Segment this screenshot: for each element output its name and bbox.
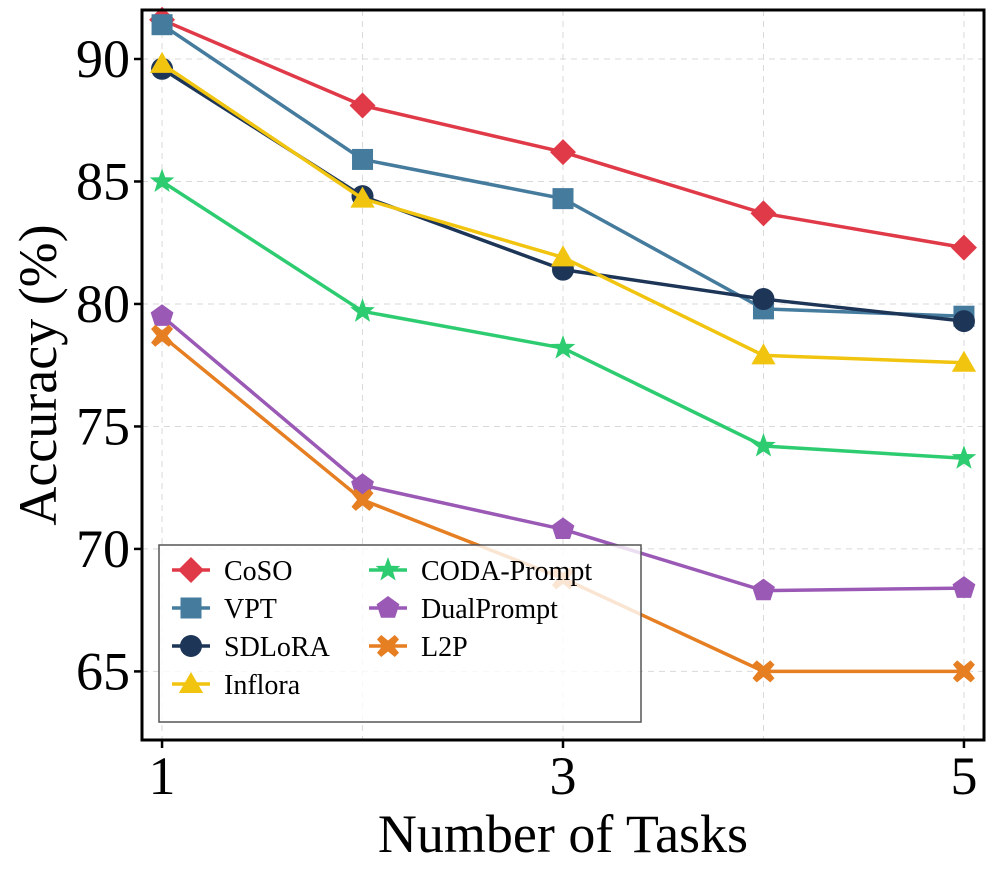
y-tick-label: 75 <box>76 396 130 456</box>
x-tick-label: 5 <box>950 746 977 806</box>
y-tick-label: 90 <box>76 29 130 89</box>
legend-label: Inflora <box>224 670 301 701</box>
data-point-coda-prompt <box>550 335 576 359</box>
legend-marker <box>178 672 204 693</box>
legend-label: VPT <box>224 594 277 625</box>
data-point-inflora <box>951 350 977 372</box>
data-point-dualprompt <box>952 576 976 598</box>
series-layer <box>149 6 977 683</box>
data-point-dualprompt <box>551 517 575 540</box>
legend-label: CODA-Prompt <box>421 556 592 587</box>
data-point-inflora <box>751 343 776 365</box>
x-tick-label: 1 <box>149 746 176 806</box>
legend-item-inflora: Inflora <box>172 670 301 701</box>
data-point-dualprompt <box>752 578 775 601</box>
data-point-vpt <box>352 148 374 170</box>
legend-item-vpt: VPT <box>172 594 277 625</box>
data-point-vpt <box>151 14 173 36</box>
legend-item-coso: CoSO <box>172 556 292 587</box>
legend: CoSO VPT SDLoRA Inflora CODA-Prompt DualPromp… <box>158 544 642 723</box>
legend-marker <box>180 597 202 619</box>
legend-box <box>158 544 642 723</box>
data-point-coso <box>550 139 576 166</box>
data-point-coso <box>950 234 977 261</box>
data-point-sdlora <box>752 288 775 311</box>
x-axis: 1 3 5 <box>149 740 977 806</box>
data-point-coda-prompt <box>149 168 175 192</box>
data-point-dualprompt <box>150 304 174 326</box>
legend-item-l2p: L2P <box>369 632 468 663</box>
series-inflora <box>149 51 977 372</box>
y-tick-label: 65 <box>76 641 130 701</box>
legend-item-sdlora: SDLoRA <box>172 632 331 663</box>
data-point-l2p <box>151 324 174 347</box>
x-tick-label: 3 <box>550 746 577 806</box>
y-tick-label: 80 <box>76 274 130 334</box>
data-point-inflora <box>550 245 576 267</box>
legend-label: L2P <box>421 632 468 663</box>
legend-marker <box>178 557 204 583</box>
series-dualprompt <box>150 304 976 601</box>
series-coso <box>149 6 977 261</box>
data-point-dualprompt <box>351 473 374 495</box>
data-point-coso <box>349 92 376 119</box>
data-point-sdlora <box>952 310 975 333</box>
y-axis-title: Accuracy (%) <box>8 224 68 525</box>
legend-marker <box>375 557 401 581</box>
legend-marker <box>377 635 399 657</box>
data-point-l2p <box>351 488 374 511</box>
legend-item-coda-prompt: CODA-Prompt <box>369 556 592 587</box>
legend-item-dualprompt: DualPrompt <box>369 594 558 625</box>
y-axis: 65 70 75 80 85 90 <box>76 29 142 701</box>
legend-label: SDLoRA <box>224 632 331 663</box>
data-point-coda-prompt <box>350 298 375 322</box>
data-point-coda-prompt <box>751 433 776 457</box>
legend-label: CoSO <box>224 556 292 587</box>
series-coda-prompt <box>149 168 977 469</box>
y-tick-label: 85 <box>76 151 130 211</box>
data-point-l2p <box>752 660 775 683</box>
data-point-coso <box>750 200 777 227</box>
legend-label: DualPrompt <box>421 594 558 625</box>
x-axis-title: Number of Tasks <box>378 804 748 864</box>
data-point-vpt <box>552 188 574 210</box>
data-point-coda-prompt <box>951 445 977 469</box>
data-point-l2p <box>952 660 975 683</box>
data-point-inflora <box>149 51 175 73</box>
legend-marker <box>180 635 202 657</box>
legend-marker <box>376 596 400 618</box>
data-point-inflora <box>350 186 375 208</box>
y-tick-label: 70 <box>76 519 130 579</box>
